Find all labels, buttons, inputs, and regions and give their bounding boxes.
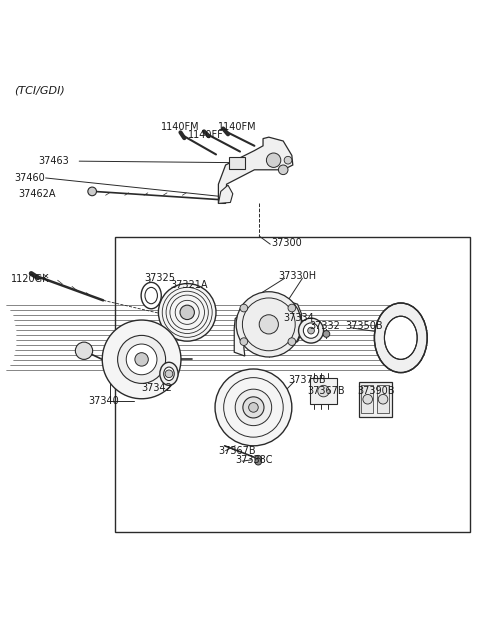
Circle shape [180, 305, 194, 320]
Circle shape [363, 394, 372, 404]
Text: 1140FM: 1140FM [161, 122, 199, 132]
Circle shape [158, 284, 216, 341]
Wedge shape [103, 362, 127, 391]
Circle shape [323, 331, 330, 337]
Text: 37321A: 37321A [170, 280, 208, 290]
Text: (TCI/GDI): (TCI/GDI) [14, 86, 65, 96]
Text: 37367B: 37367B [218, 446, 256, 455]
Polygon shape [218, 185, 233, 203]
Circle shape [308, 328, 314, 334]
Circle shape [215, 369, 292, 446]
Circle shape [266, 153, 281, 167]
Bar [359, 383, 392, 417]
Text: 37463: 37463 [38, 156, 69, 166]
Bar [377, 385, 389, 413]
Ellipse shape [145, 287, 157, 303]
Ellipse shape [384, 316, 417, 360]
Text: 37350B: 37350B [346, 321, 383, 331]
Ellipse shape [141, 282, 161, 309]
Polygon shape [218, 137, 293, 203]
Circle shape [259, 315, 278, 334]
Circle shape [88, 187, 96, 196]
Text: 1140FM: 1140FM [218, 122, 257, 132]
Ellipse shape [160, 362, 178, 385]
Circle shape [318, 385, 329, 397]
Circle shape [378, 394, 388, 404]
Circle shape [126, 344, 157, 375]
Circle shape [303, 323, 319, 338]
Ellipse shape [374, 303, 427, 373]
Bar [310, 378, 337, 404]
Circle shape [249, 402, 258, 412]
Text: 37367B: 37367B [307, 386, 345, 396]
Wedge shape [156, 362, 180, 391]
Text: 37370B: 37370B [288, 375, 325, 385]
Circle shape [118, 336, 166, 383]
Bar [115, 237, 470, 532]
Text: 37330H: 37330H [278, 271, 316, 281]
Text: 37338C: 37338C [235, 455, 273, 465]
Text: 37300: 37300 [271, 238, 302, 248]
Circle shape [135, 353, 148, 366]
Circle shape [102, 320, 181, 399]
Circle shape [75, 342, 93, 360]
Polygon shape [234, 302, 301, 356]
Text: 37462A: 37462A [18, 189, 56, 199]
Circle shape [165, 370, 173, 378]
Circle shape [240, 338, 248, 345]
Text: 37325: 37325 [144, 273, 175, 283]
Text: 37342: 37342 [142, 383, 172, 393]
Text: 37332: 37332 [310, 321, 340, 331]
Circle shape [240, 304, 248, 312]
Circle shape [299, 318, 324, 343]
Circle shape [288, 304, 296, 312]
Text: 37460: 37460 [14, 173, 45, 183]
Bar [229, 157, 245, 169]
Wedge shape [125, 321, 158, 337]
Text: 1120GK: 1120GK [11, 274, 49, 284]
Circle shape [235, 389, 272, 426]
Text: 37334: 37334 [283, 313, 314, 323]
Ellipse shape [164, 367, 174, 381]
Wedge shape [103, 328, 127, 357]
Circle shape [255, 455, 262, 462]
Wedge shape [125, 382, 158, 398]
Bar [361, 385, 373, 413]
Text: 37340: 37340 [89, 396, 120, 406]
Text: 1140FF: 1140FF [188, 130, 224, 140]
Text: 37390B: 37390B [358, 386, 395, 396]
Circle shape [236, 292, 301, 357]
Circle shape [284, 156, 292, 164]
Circle shape [243, 397, 264, 418]
Wedge shape [156, 328, 180, 357]
Circle shape [255, 459, 262, 465]
Circle shape [278, 165, 288, 175]
Circle shape [288, 338, 296, 345]
